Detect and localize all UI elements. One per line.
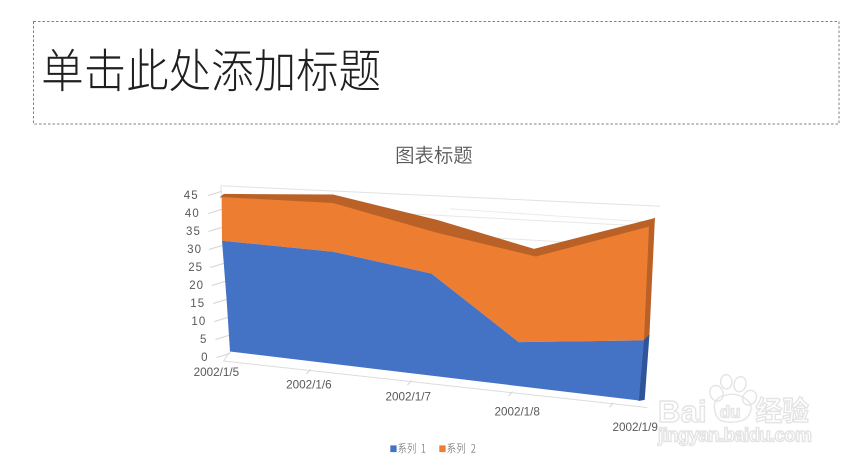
svg-text:2002/1/5: 2002/1/5 <box>194 366 240 379</box>
svg-text:2002/1/9: 2002/1/9 <box>612 421 658 434</box>
svg-text:40: 40 <box>185 208 200 220</box>
svg-text:du: du <box>720 402 741 421</box>
svg-text:2002/1/8: 2002/1/8 <box>494 406 540 419</box>
svg-text:5: 5 <box>200 334 208 346</box>
svg-text:30: 30 <box>187 244 202 256</box>
svg-text:20: 20 <box>189 280 204 292</box>
svg-text:10: 10 <box>191 316 206 328</box>
svg-text:jingyan.baidu.com: jingyan.baidu.com <box>657 426 811 447</box>
svg-text:2002/1/6: 2002/1/6 <box>286 378 332 391</box>
svg-text:35: 35 <box>186 226 201 238</box>
svg-text:15: 15 <box>190 298 205 310</box>
svg-text:45: 45 <box>184 190 199 202</box>
svg-text:25: 25 <box>188 262 203 274</box>
svg-text:Bai: Bai <box>658 394 707 429</box>
svg-text:0: 0 <box>201 352 209 364</box>
svg-text:2002/1/7: 2002/1/7 <box>386 391 432 404</box>
